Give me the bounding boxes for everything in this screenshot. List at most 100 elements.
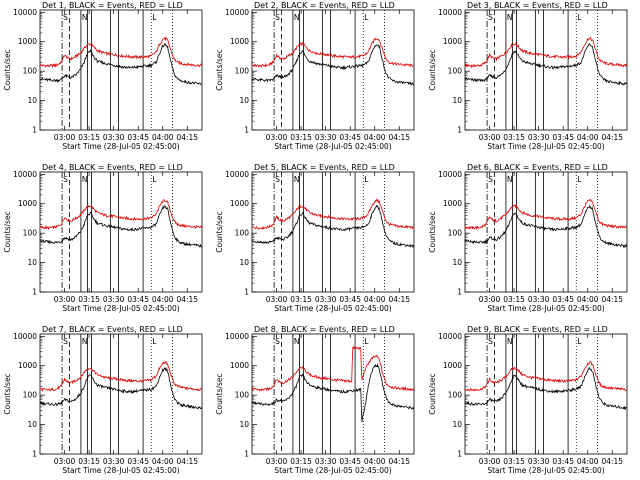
y-tick-label: 100 [235,391,250,400]
y-tick-label: 10 [452,96,462,105]
x-tick-label: 04:00 [152,133,174,142]
detector-panel: Det 1, BLACK = Events, RED = LLD 1 10 100 10… [3,1,203,151]
x-tick-label: 04:00 [364,295,386,304]
y-tick-label: 10 [27,420,37,429]
time-marker-label: S [488,337,493,346]
y-tick-label: 10000 [438,170,462,179]
y-tick-label: 1000 [230,199,249,208]
y-tick-label: 10 [27,258,37,267]
detector-panel: Det 2, BLACK = Events, RED = LLD 1 10 100 10… [215,1,415,151]
detector-panel: Det 7, BLACK = Events, RED = LLD 1 10 100 10… [3,325,203,475]
x-tick-label: 03:45 [127,457,149,466]
panel-title: Det 6, BLACK = Events, RED = LLD [467,163,608,172]
x-tick-label: 03:30 [315,295,337,304]
time-marker-label: N [507,13,513,22]
x-tick-label: 03:00 [479,457,501,466]
panel-title: Det 1, BLACK = Events, RED = LLD [42,1,183,10]
plot-frame [251,9,415,131]
lld-series [39,361,202,392]
y-tick-label: 10000 [438,8,462,17]
time-marker-label: L [152,337,157,346]
y-tick-label: 1000 [18,199,37,208]
x-tick-label: 04:00 [364,133,386,142]
x-tick-label: 03:00 [54,295,76,304]
y-axis-label: Counts/sec [428,211,437,252]
time-marker-label: S [275,175,280,184]
x-tick-label: 03:45 [127,133,149,142]
x-axis-label: Start Time (28-Jul-05 02:45:00) [274,142,391,151]
x-tick-label: 04:15 [601,295,623,304]
x-tick-label: 03:30 [103,295,125,304]
x-tick-label: 03:00 [266,295,288,304]
y-tick-label: 100 [23,67,38,76]
x-axis-label: Start Time (28-Jul-05 02:45:00) [487,142,604,151]
time-marker-label: S [275,337,280,346]
time-marker-label: N [294,337,300,346]
y-tick-label: 1 [32,126,37,135]
events-series [464,366,627,411]
events-series [464,43,627,86]
panel-title: Det 2, BLACK = Events, RED = LLD [254,1,395,10]
plot-frame [251,171,415,293]
time-marker-label: L [364,175,369,184]
time-marker-label: N [294,175,300,184]
detector-panel: Det 5, BLACK = Events, RED = LLD 1 10 100 10… [215,163,415,313]
x-tick-label: 03:45 [339,133,361,142]
time-marker-label: S [63,13,68,22]
plot-frame [39,171,203,293]
x-tick-label: 03:15 [503,457,525,466]
x-tick-label: 03:30 [528,133,550,142]
x-tick-label: 04:00 [364,457,386,466]
plot-frame [251,333,415,455]
events-series [464,204,627,249]
y-axis-label: Counts/sec [3,49,12,90]
x-tick-label: 04:00 [152,457,174,466]
events-series [251,44,414,86]
x-tick-label: 03:45 [339,457,361,466]
x-tick-label: 03:15 [290,295,312,304]
time-marker-label: L [577,337,582,346]
lld-series [464,199,627,231]
y-tick-label: 100 [235,67,250,76]
y-tick-label: 1 [32,288,37,297]
events-series [252,204,414,249]
y-tick-label: 10 [452,420,462,429]
x-tick-label: 03:15 [503,295,525,304]
x-tick-label: 04:15 [176,457,198,466]
y-tick-label: 10 [452,258,462,267]
x-tick-label: 03:30 [103,133,125,142]
x-tick-label: 04:00 [577,295,599,304]
y-tick-label: 10 [239,258,249,267]
time-marker-label: L [364,13,369,22]
y-tick-label: 10 [239,420,249,429]
x-tick-label: 04:15 [388,133,410,142]
y-axis-label: Counts/sec [3,211,12,252]
panel-title: Det 7, BLACK = Events, RED = LLD [42,325,183,334]
detector-panel: Det 6, BLACK = Events, RED = LLD 1 10 100 10… [428,163,628,313]
y-tick-label: 10000 [225,170,249,179]
panel-title: Det 3, BLACK = Events, RED = LLD [467,1,608,10]
y-tick-label: 1000 [18,361,37,370]
y-tick-label: 1000 [443,199,462,208]
x-tick-label: 03:15 [503,133,525,142]
detector-panel: Det 8, BLACK = Events, RED = LLD 1 10 100 10… [215,325,415,475]
x-tick-label: 03:30 [315,133,337,142]
time-marker-label: L [577,13,582,22]
x-axis-label: Start Time (28-Jul-05 02:45:00) [274,304,391,313]
x-tick-label: 03:45 [552,295,574,304]
x-axis-label: Start Time (28-Jul-05 02:45:00) [487,466,604,475]
panel-title: Det 5, BLACK = Events, RED = LLD [254,163,395,172]
time-marker-label: N [82,175,88,184]
lld-series [465,36,627,69]
y-axis-label: Counts/sec [3,373,12,414]
x-tick-label: 03:30 [528,457,550,466]
x-axis-label: Start Time (28-Jul-05 02:45:00) [487,304,604,313]
y-axis-label: Counts/sec [215,373,224,414]
x-axis-label: Start Time (28-Jul-05 02:45:00) [62,304,179,313]
x-axis-label: Start Time (28-Jul-05 02:45:00) [62,142,179,151]
x-tick-label: 03:30 [315,457,337,466]
time-marker-label: N [507,175,513,184]
time-marker-label: L [152,13,157,22]
x-axis-label: Start Time (28-Jul-05 02:45:00) [62,466,179,475]
